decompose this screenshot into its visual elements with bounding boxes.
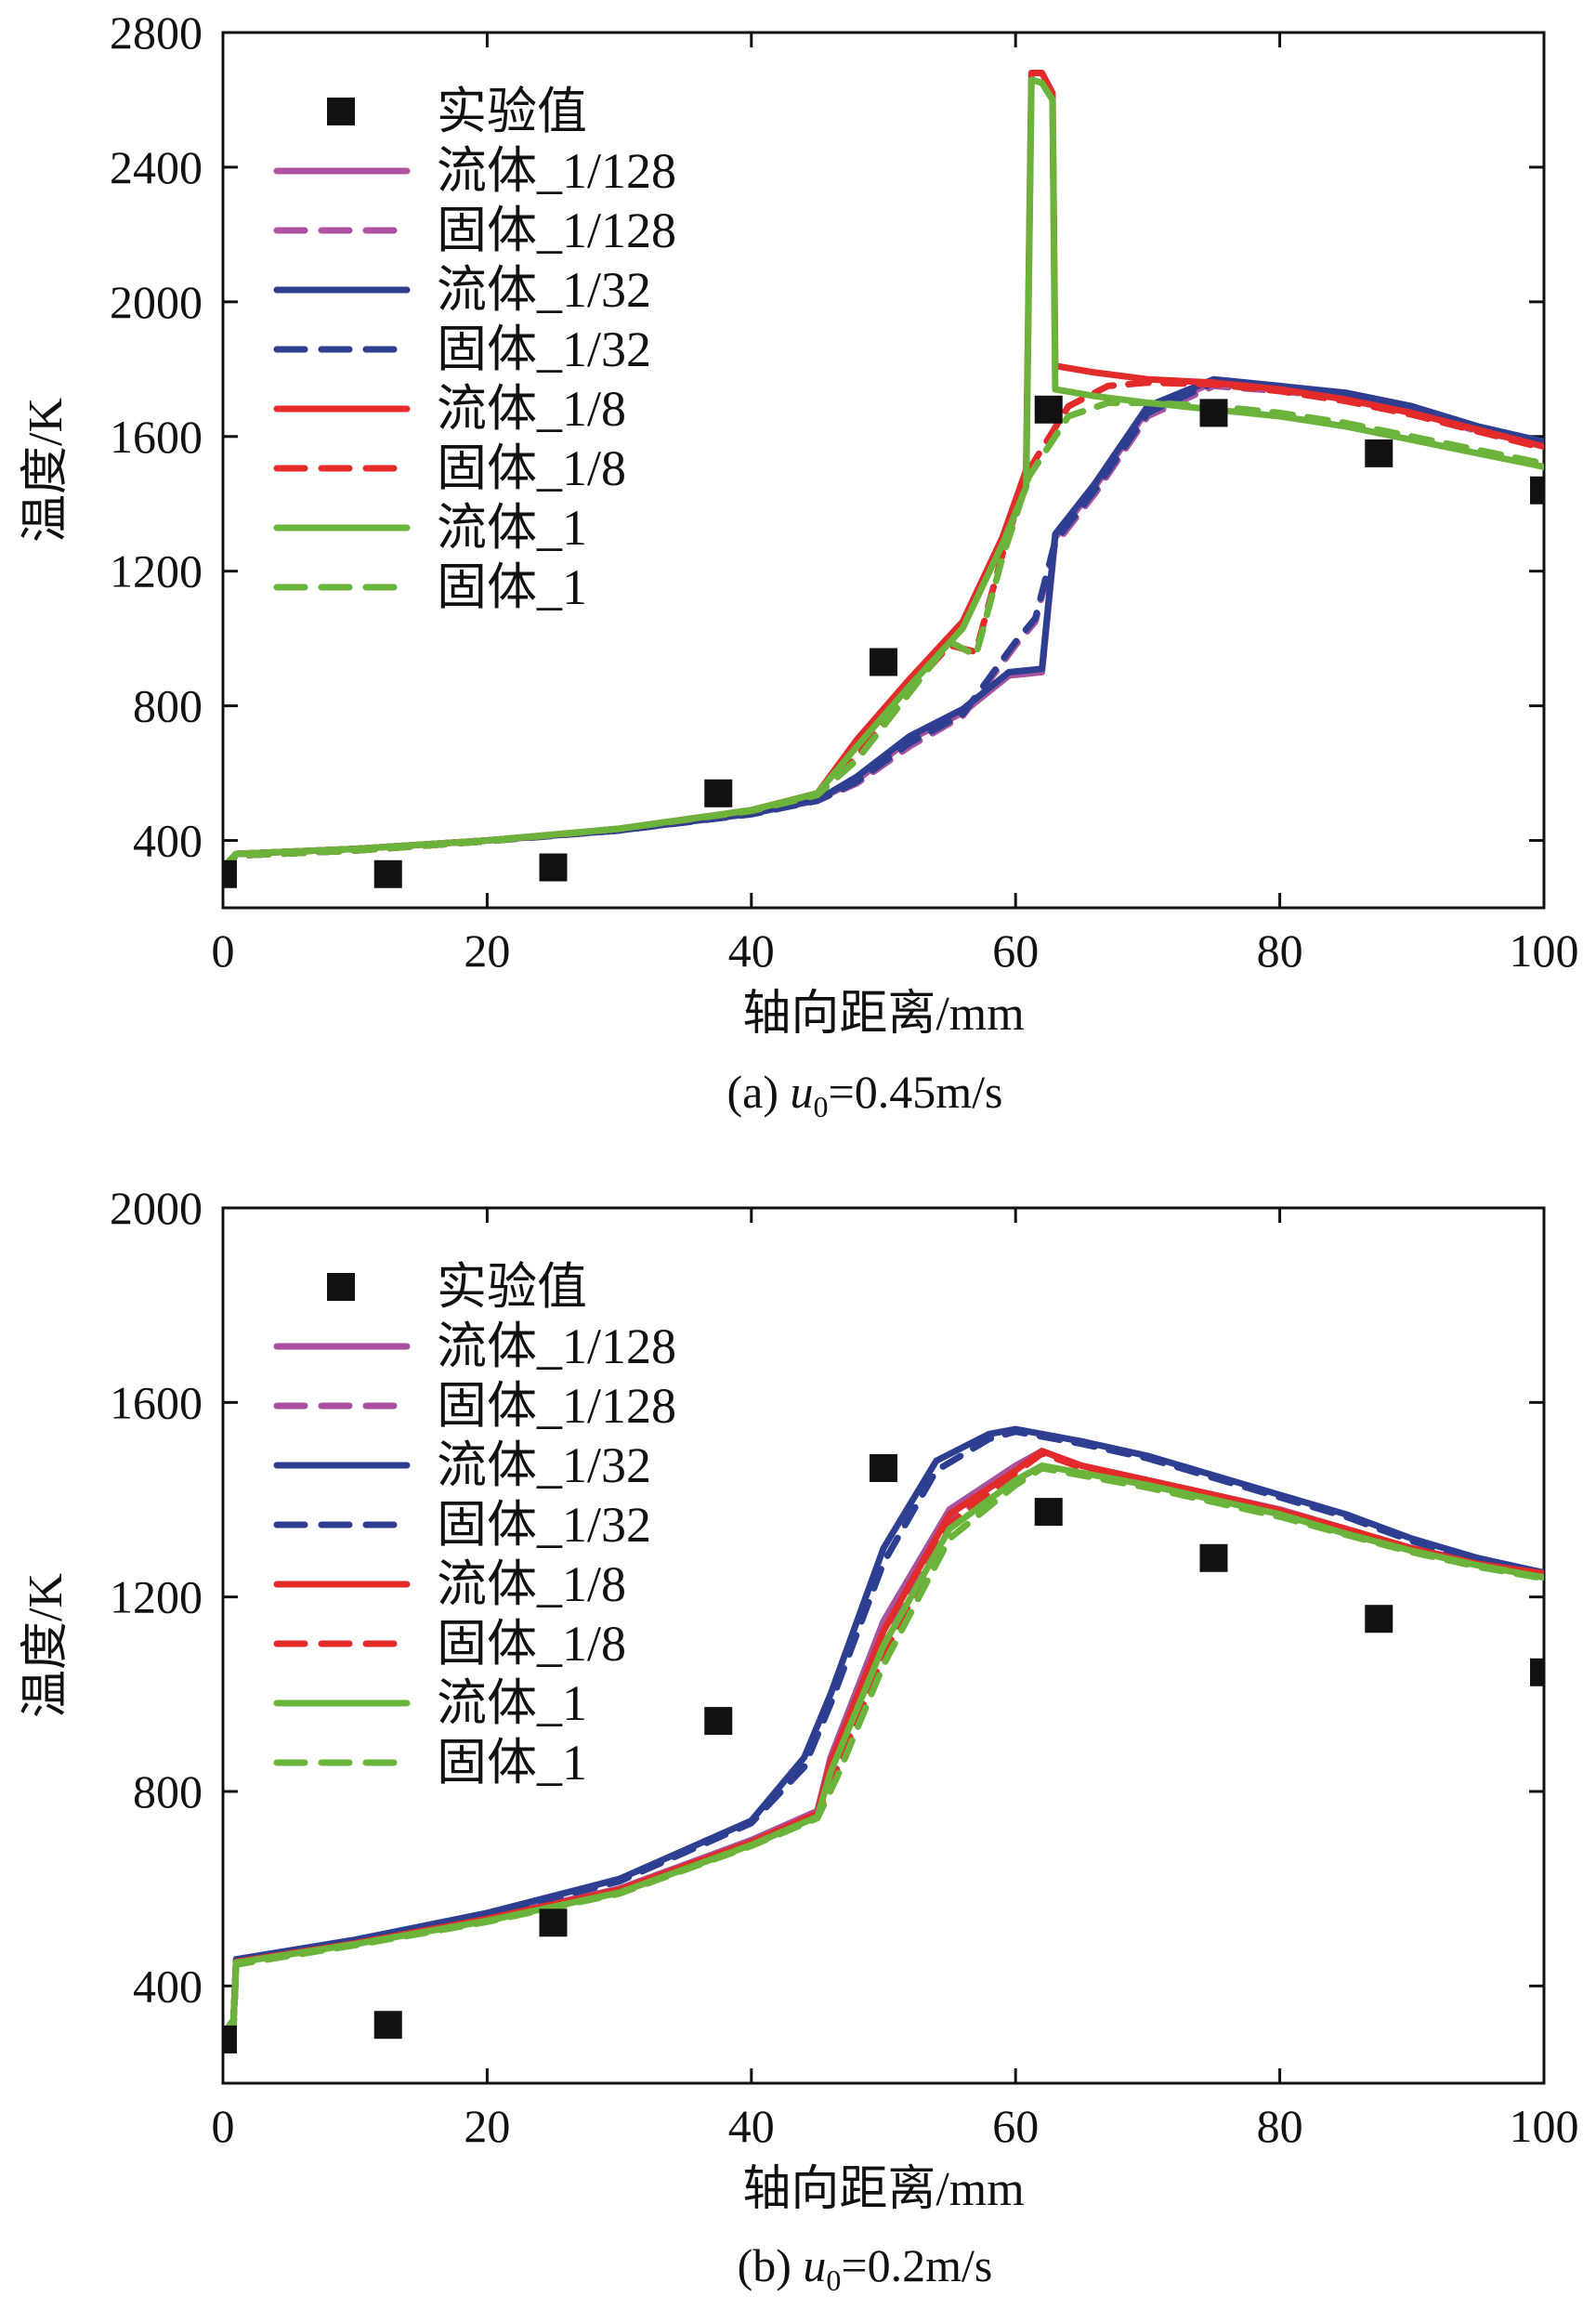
- legend-a: 实验值流体_1/128固体_1/128流体_1/32固体_1/32流体_1/8固…: [273, 84, 676, 615]
- experimental-point-a-5: [1034, 395, 1063, 424]
- series-line-b-5: [223, 1450, 1544, 2039]
- experimental-point-b-3: [704, 1707, 733, 1736]
- legend-label-a-1: 固体_1/128: [437, 203, 676, 258]
- experimental-point-a-8: [1530, 476, 1544, 505]
- y-tick-label-b-4: 2000: [110, 1182, 203, 1234]
- caption-b: (b) u0=0.2m/s: [738, 2239, 993, 2297]
- experimental-point-a-1: [373, 859, 402, 888]
- legend-label-b-2: 流体_1/32: [437, 1437, 651, 1493]
- series-line-b-7: [223, 1464, 1544, 2039]
- experimental-point-b-6: [1199, 1543, 1228, 1572]
- y-tick-label-a-3: 1600: [110, 411, 203, 463]
- x-tick-label-a-5: 100: [1510, 925, 1579, 977]
- series-line-b-0: [223, 1448, 1544, 2039]
- y-tick-label-a-2: 1200: [110, 545, 203, 597]
- series-line-a-5: [223, 379, 1544, 878]
- plot-area-b: [223, 1425, 1544, 2053]
- experimental-point-b-1: [373, 2011, 402, 2040]
- legend-marker-a-exp: [327, 98, 355, 125]
- y-axis-title-b: 温度/K: [20, 1573, 72, 1718]
- x-tick-label-b-3: 60: [992, 2100, 1039, 2152]
- y-tick-label-b-3: 1600: [110, 1376, 203, 1428]
- series-line-a-7: [223, 400, 1544, 878]
- x-tick-label-b-5: 100: [1510, 2100, 1579, 2152]
- series-line-a-2: [223, 375, 1544, 874]
- x-tick-label-b-4: 80: [1257, 2100, 1303, 2152]
- legend-label-a-0: 流体_1/128: [437, 143, 676, 199]
- legend-label-b-7: 固体_1: [437, 1735, 587, 1791]
- experimental-point-b-7: [1365, 1605, 1393, 1633]
- y-tick-label-a-4: 2000: [110, 276, 203, 328]
- caption-a: (a) u0=0.45m/s: [727, 1066, 1003, 1123]
- y-tick-label-a-0: 400: [133, 815, 203, 867]
- experimental-point-a-0: [223, 859, 237, 888]
- legend-label-b-4: 流体_1/8: [437, 1556, 626, 1612]
- legend-b: 实验值流体_1/128固体_1/128流体_1/32固体_1/32流体_1/8固…: [273, 1259, 676, 1791]
- plot-frame-b: [221, 1206, 1546, 2085]
- legend-label-b-0: 流体_1/128: [437, 1318, 676, 1374]
- x-tick-label-a-3: 60: [992, 925, 1039, 977]
- series-line-b-4: [223, 1448, 1544, 2039]
- legend-label-a-6: 流体_1: [437, 500, 587, 556]
- experimental-point-a-6: [1199, 399, 1228, 427]
- legend-label-a-2: 流体_1/32: [437, 262, 651, 318]
- experimental-point-b-2: [539, 1909, 568, 1937]
- series-line-a-1: [223, 382, 1544, 878]
- chart-b: 0 20 40 60 80 100 400 800 1200 1600 2000 轴向距离/mm 温度/…: [20, 1182, 1579, 2297]
- experimental-point-a-2: [539, 853, 568, 882]
- x-tick-label-b-0: 0: [212, 2100, 235, 2152]
- series-line-a-0: [223, 379, 1544, 874]
- legend-label-a-4: 流体_1/8: [437, 381, 626, 437]
- experimental-point-b-0: [223, 2025, 237, 2053]
- series-line-b-3: [223, 1428, 1544, 2039]
- legend-label-b-5: 固体_1/8: [437, 1616, 626, 1672]
- series-line-a-6: [223, 76, 1544, 874]
- experimental-point-b-5: [1034, 1498, 1063, 1527]
- y-tick-label-b-2: 1200: [110, 1571, 203, 1623]
- experimental-point-b-8: [1530, 1658, 1544, 1686]
- legend-label-b-1: 固体_1/128: [437, 1378, 676, 1434]
- x-tick-label-a-2: 40: [728, 925, 775, 977]
- x-tick-label-a-1: 20: [464, 925, 510, 977]
- legend-label-b-exp: 实验值: [437, 1259, 587, 1315]
- legend-label-b-3: 固体_1/32: [437, 1497, 651, 1553]
- legend-label-b-6: 流体_1: [437, 1675, 587, 1731]
- series-line-a-3: [223, 379, 1544, 878]
- y-tick-label-a-5: 2400: [110, 141, 203, 193]
- legend-label-a-exp: 实验值: [437, 84, 587, 139]
- legend-marker-b-exp: [327, 1273, 355, 1301]
- experimental-point-a-7: [1365, 439, 1393, 467]
- experimental-point-b-4: [870, 1453, 897, 1482]
- y-tick-label-a-6: 2800: [110, 7, 203, 59]
- y-axis-title-a: 温度/K: [20, 398, 72, 543]
- series-line-b-1: [223, 1450, 1544, 2039]
- x-tick-label-b-1: 20: [464, 2100, 510, 2152]
- y-tick-label-b-1: 800: [133, 1765, 203, 1817]
- plot-frame-a: [221, 31, 1546, 910]
- x-tick-label-a-4: 80: [1257, 925, 1303, 977]
- legend-label-a-7: 固体_1: [437, 559, 587, 615]
- x-tick-label-b-2: 40: [728, 2100, 775, 2152]
- plot-area-a: [223, 70, 1544, 888]
- x-axis-title-a: 轴向距离/mm: [742, 988, 1024, 1041]
- experimental-point-a-4: [870, 648, 897, 676]
- y-tick-label-a-1: 800: [133, 680, 203, 732]
- y-tick-label-b-0: 400: [133, 1960, 203, 2012]
- x-tick-label-a-0: 0: [212, 925, 235, 977]
- x-axis-title-b: 轴向距离/mm: [742, 2163, 1024, 2216]
- series-line-a-4: [223, 70, 1544, 874]
- chart-a: 0 20 40 60 80 100 400 800 1200 1600 2000 2400 2800 轴向…: [20, 7, 1579, 1123]
- legend-label-a-5: 固体_1/8: [437, 440, 626, 496]
- experimental-point-a-3: [704, 779, 733, 807]
- legend-label-a-3: 固体_1/32: [437, 321, 651, 377]
